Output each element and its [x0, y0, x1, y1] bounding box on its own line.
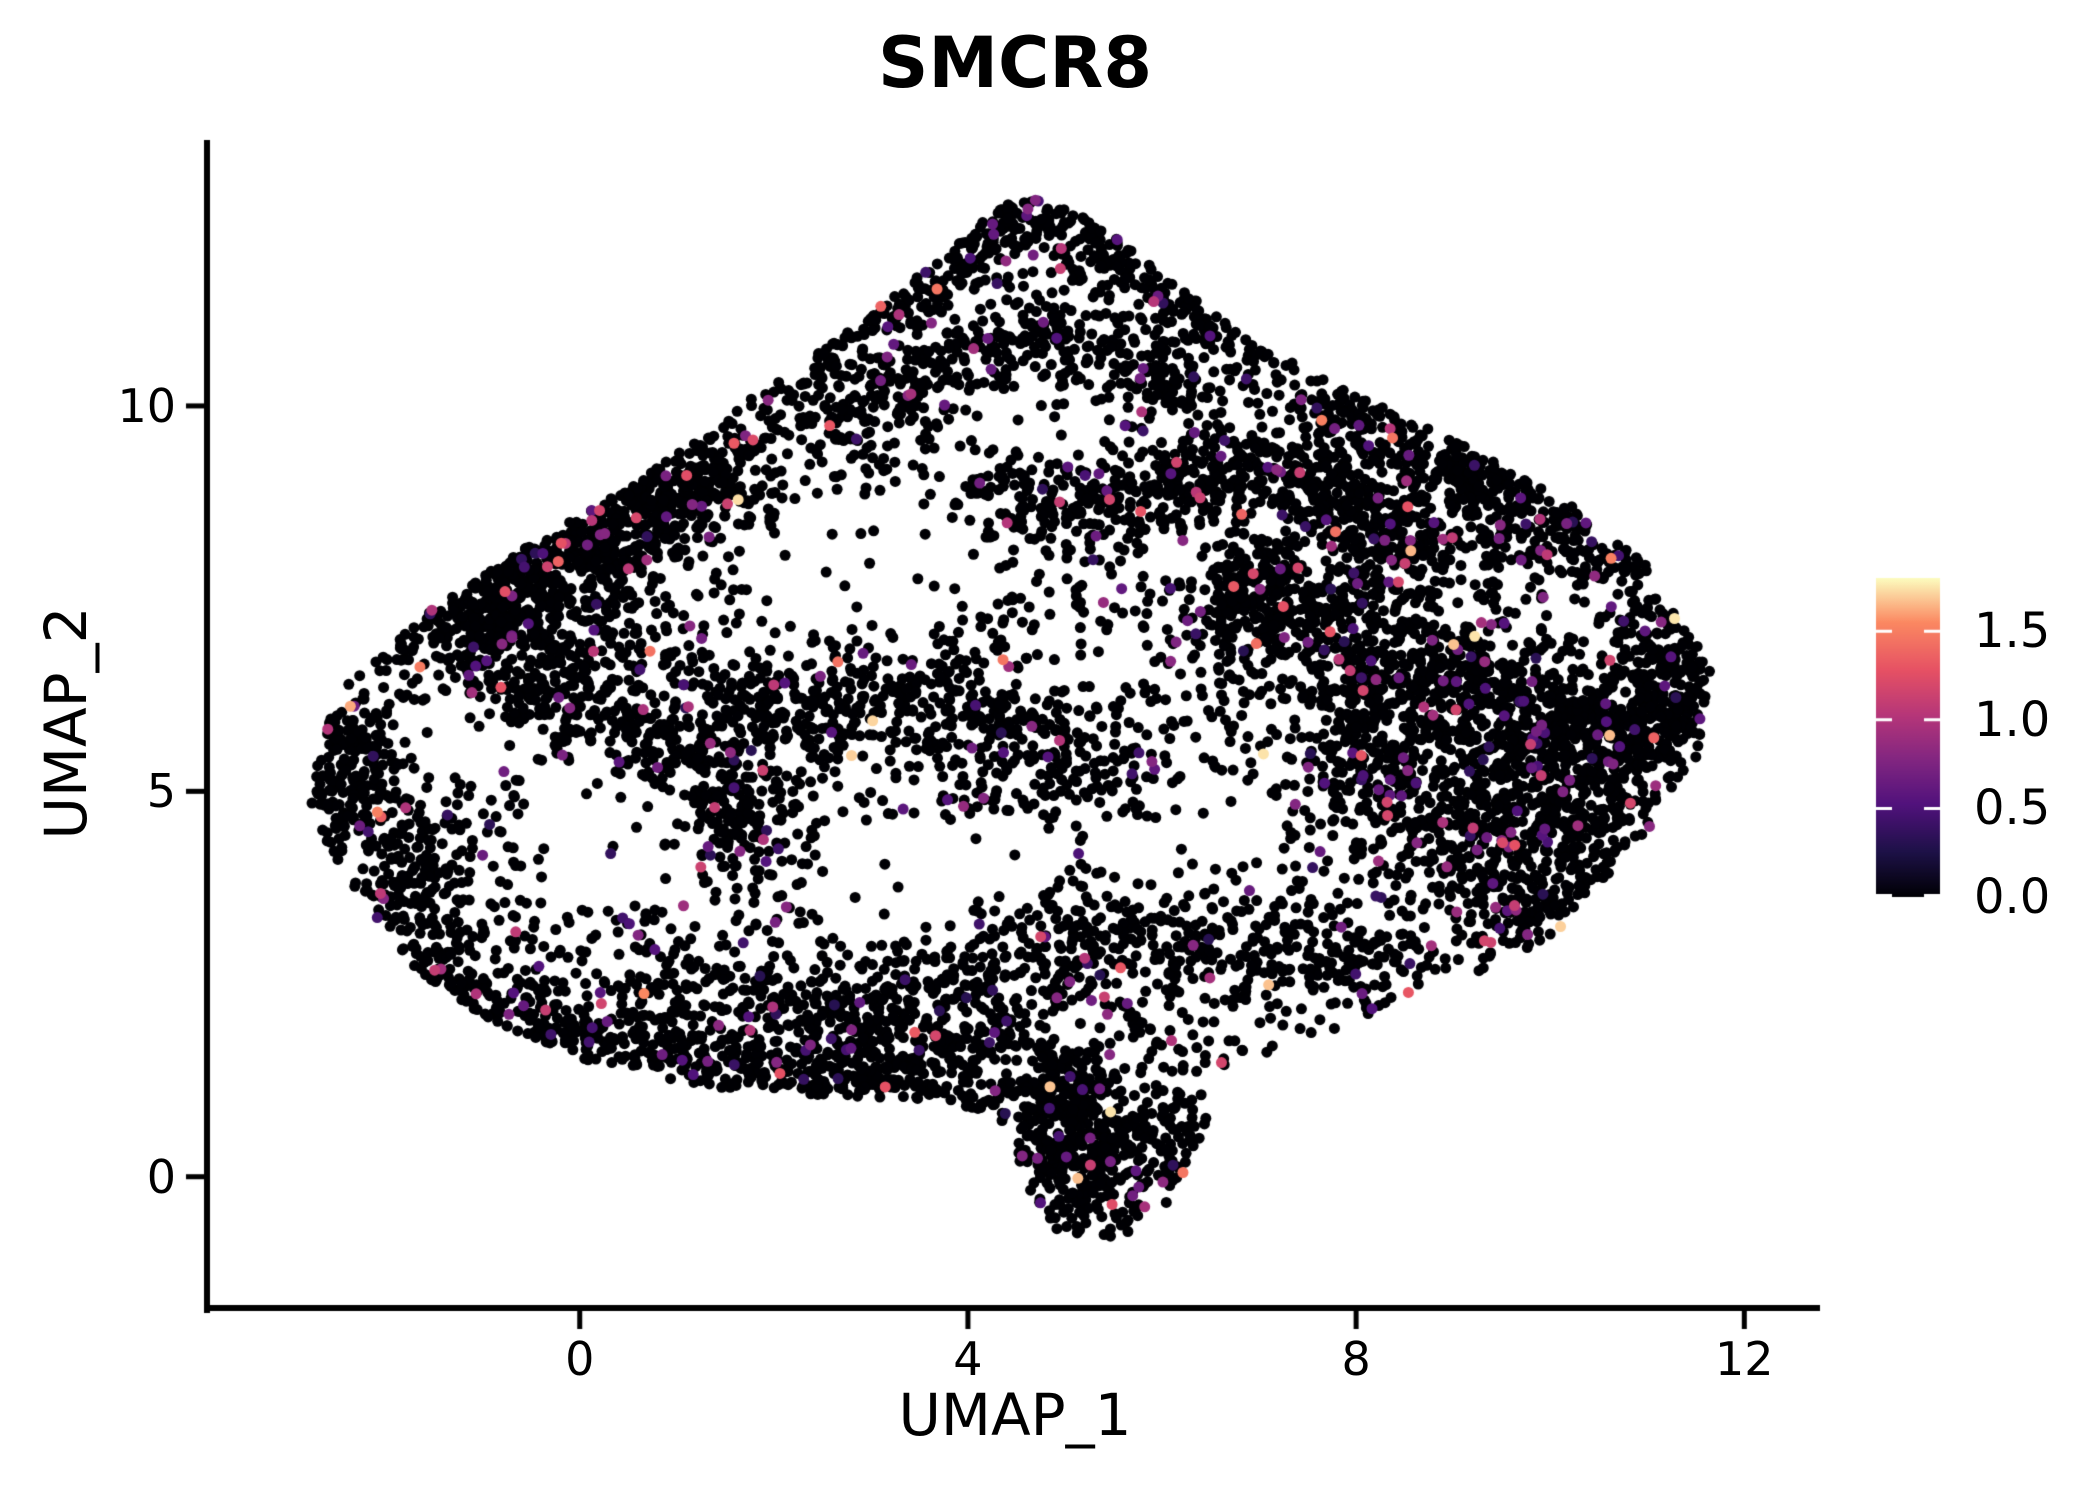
- y-tick-label: 0: [146, 1149, 176, 1204]
- x-tick-label: 0: [565, 1332, 595, 1386]
- x-tick-label: 8: [1341, 1332, 1371, 1386]
- y-tick-label: 5: [146, 764, 176, 819]
- colorbar-tick-label: 1.0: [1974, 691, 2051, 748]
- y-axis-label: UMAP_2: [32, 606, 100, 840]
- x-axis-label: UMAP_1: [898, 1381, 1132, 1449]
- chart-title: SMCR8: [877, 22, 1153, 104]
- colorbar-tick-label: 0.0: [1974, 869, 2051, 925]
- colorbar-tick-label: 1.5: [1974, 603, 2051, 660]
- x-tick-label: 4: [953, 1332, 983, 1386]
- colorbar-tick-label: 0.5: [1974, 780, 2051, 837]
- y-tick-label: 10: [117, 378, 176, 433]
- x-tick-label: 12: [1715, 1332, 1774, 1386]
